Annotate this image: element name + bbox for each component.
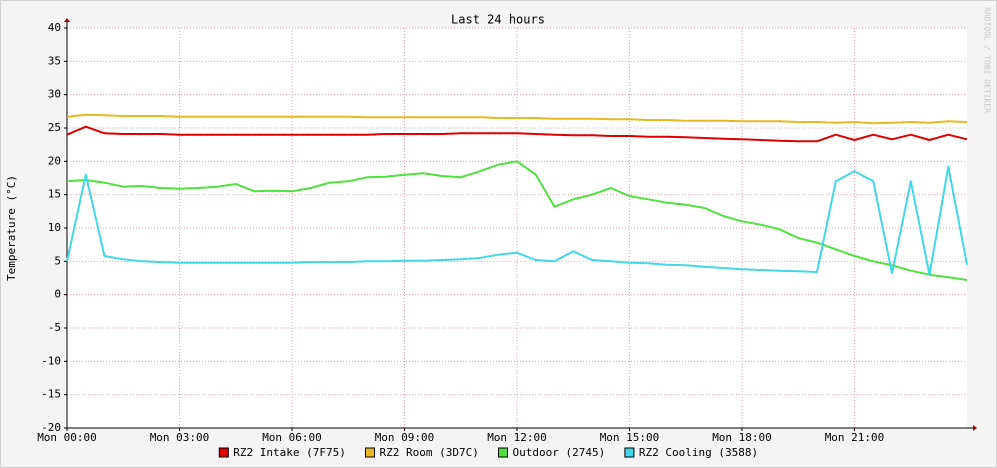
- legend-label: RZ2 Intake (7F75): [233, 446, 346, 459]
- legend-label: Outdoor (2745): [513, 446, 606, 459]
- x-tick-label: Mon 21:00: [825, 431, 885, 444]
- y-tick-label: 35: [48, 54, 61, 67]
- legend-swatch: [624, 447, 635, 458]
- legend-label: RZ2 Room (3D7C): [380, 446, 479, 459]
- x-tick-label: Mon 09:00: [375, 431, 435, 444]
- x-tick-label: Mon 15:00: [600, 431, 660, 444]
- y-tick-label: 30: [48, 88, 61, 101]
- y-tick-label: -15: [41, 388, 61, 401]
- x-axis-arrow: [973, 425, 977, 431]
- y-tick-label: 0: [54, 288, 61, 301]
- x-tick-label: Mon 00:00: [37, 431, 97, 444]
- x-tick-label: Mon 06:00: [262, 431, 322, 444]
- y-axis-arrow: [64, 18, 70, 22]
- y-tick-label: -20: [41, 421, 61, 434]
- series-line: [66, 125, 968, 143]
- y-tick-label: 20: [48, 154, 61, 167]
- x-tick-label: Mon 18:00: [712, 431, 772, 444]
- x-tick-label: Mon 03:00: [150, 431, 210, 444]
- legend-swatch: [218, 447, 229, 458]
- series-line: [66, 113, 968, 125]
- y-tick-label: 10: [48, 221, 61, 234]
- y-axis-label: Temperature (°C): [5, 175, 18, 281]
- y-tick-label: -10: [41, 354, 61, 367]
- watermark: RRDTOOL / TOBI OETIKER: [983, 7, 992, 113]
- legend-swatch: [498, 447, 508, 458]
- chart-title: Last 24 hours: [451, 13, 545, 27]
- y-tick-label: 25: [48, 121, 61, 134]
- series-line: [66, 160, 968, 281]
- y-tick-label: 15: [48, 188, 61, 201]
- y-tick-label: 40: [48, 21, 61, 34]
- legend-swatch: [365, 447, 375, 458]
- legend: RZ2 Intake (7F75) RZ2 Room (3D7C) Outdoor …: [218, 446, 758, 459]
- y-tick-label: -5: [48, 321, 61, 334]
- x-tick-label: Mon 12:00: [487, 431, 547, 444]
- y-tick-label: 5: [54, 254, 61, 267]
- legend-label: RZ2 Cooling (3588): [639, 446, 758, 459]
- series-line: [66, 165, 968, 276]
